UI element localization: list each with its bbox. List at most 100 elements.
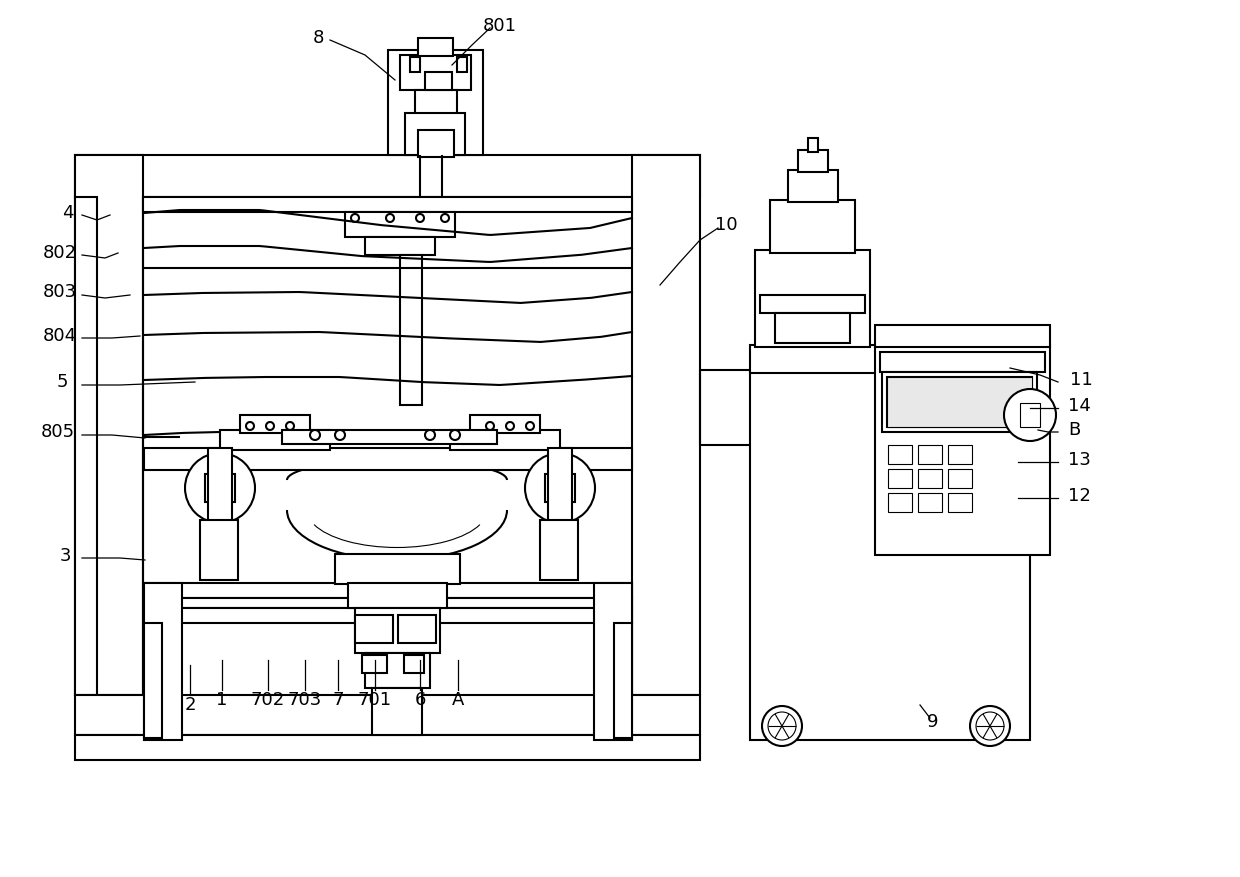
Circle shape	[286, 422, 294, 430]
Bar	[875, 345, 1050, 555]
Bar	[546, 474, 575, 502]
Bar	[450, 430, 560, 450]
Bar	[355, 615, 393, 643]
Bar	[398, 615, 436, 643]
Bar	[918, 469, 942, 488]
Bar	[882, 372, 1037, 432]
Text: 11: 11	[1070, 371, 1092, 389]
Bar	[144, 598, 632, 608]
Bar	[787, 170, 838, 202]
Bar	[401, 255, 422, 405]
Bar	[949, 469, 972, 488]
Bar	[404, 655, 424, 673]
Text: 1: 1	[216, 691, 228, 709]
Circle shape	[763, 706, 802, 746]
Bar	[200, 520, 238, 580]
Text: 7: 7	[332, 691, 343, 709]
Bar	[365, 653, 430, 688]
Text: 12: 12	[1068, 487, 1091, 505]
Circle shape	[425, 430, 435, 440]
Text: 9: 9	[928, 713, 939, 731]
Bar	[594, 583, 632, 740]
Text: 13: 13	[1068, 451, 1091, 469]
Circle shape	[1004, 389, 1056, 441]
Circle shape	[506, 422, 515, 430]
Bar	[887, 377, 1032, 427]
Circle shape	[351, 214, 360, 222]
Bar	[750, 345, 1030, 373]
Text: 701: 701	[358, 691, 392, 709]
Bar	[418, 130, 454, 157]
Bar	[401, 55, 471, 90]
Bar	[770, 200, 856, 253]
Text: 14: 14	[1068, 397, 1091, 415]
Bar	[548, 448, 572, 578]
Bar	[74, 155, 143, 695]
Text: 3: 3	[60, 547, 71, 565]
Circle shape	[768, 712, 796, 740]
Bar	[539, 520, 578, 580]
Bar	[418, 38, 453, 56]
Circle shape	[267, 422, 274, 430]
Bar	[755, 250, 870, 347]
Bar	[144, 583, 632, 598]
Bar	[775, 313, 849, 343]
Text: 6: 6	[414, 691, 425, 709]
Bar	[144, 583, 182, 740]
Circle shape	[486, 422, 494, 430]
Circle shape	[335, 430, 345, 440]
Bar	[205, 474, 236, 502]
Bar	[888, 445, 911, 464]
Text: 803: 803	[43, 283, 77, 301]
Bar	[760, 295, 866, 313]
Circle shape	[976, 712, 1004, 740]
Text: 702: 702	[250, 691, 285, 709]
Bar	[405, 113, 465, 155]
Bar	[888, 493, 911, 512]
Bar	[372, 688, 422, 735]
Bar	[632, 155, 701, 695]
Bar	[887, 377, 1032, 427]
Text: A: A	[451, 691, 464, 709]
Bar	[365, 237, 435, 255]
Bar	[74, 155, 701, 197]
Text: 2: 2	[185, 696, 196, 714]
Circle shape	[525, 453, 595, 523]
Bar	[241, 415, 310, 433]
Bar	[362, 655, 387, 673]
Bar	[74, 197, 97, 695]
Bar	[410, 57, 420, 72]
Bar	[281, 430, 497, 444]
Bar	[144, 608, 632, 623]
Text: 4: 4	[62, 204, 73, 222]
Bar	[219, 430, 330, 450]
Text: 703: 703	[288, 691, 322, 709]
Bar	[918, 445, 942, 464]
Circle shape	[415, 214, 424, 222]
Text: 805: 805	[41, 423, 76, 441]
Bar	[143, 197, 632, 212]
Text: B: B	[1068, 421, 1080, 439]
Bar	[458, 57, 467, 72]
Bar	[949, 445, 972, 464]
Bar	[1021, 403, 1040, 427]
Bar	[875, 325, 1050, 347]
Text: 5: 5	[56, 373, 68, 391]
Bar	[144, 448, 632, 470]
Bar	[614, 623, 632, 738]
Bar	[348, 583, 446, 608]
Bar	[335, 554, 460, 584]
Bar	[345, 212, 455, 237]
Circle shape	[441, 214, 449, 222]
Bar	[808, 138, 818, 152]
Circle shape	[526, 422, 534, 430]
Circle shape	[185, 453, 255, 523]
Bar	[888, 469, 911, 488]
Bar	[918, 493, 942, 512]
Circle shape	[970, 706, 1011, 746]
Text: 802: 802	[43, 244, 77, 262]
Circle shape	[386, 214, 394, 222]
Bar	[880, 352, 1045, 372]
Bar	[949, 493, 972, 512]
Circle shape	[450, 430, 460, 440]
